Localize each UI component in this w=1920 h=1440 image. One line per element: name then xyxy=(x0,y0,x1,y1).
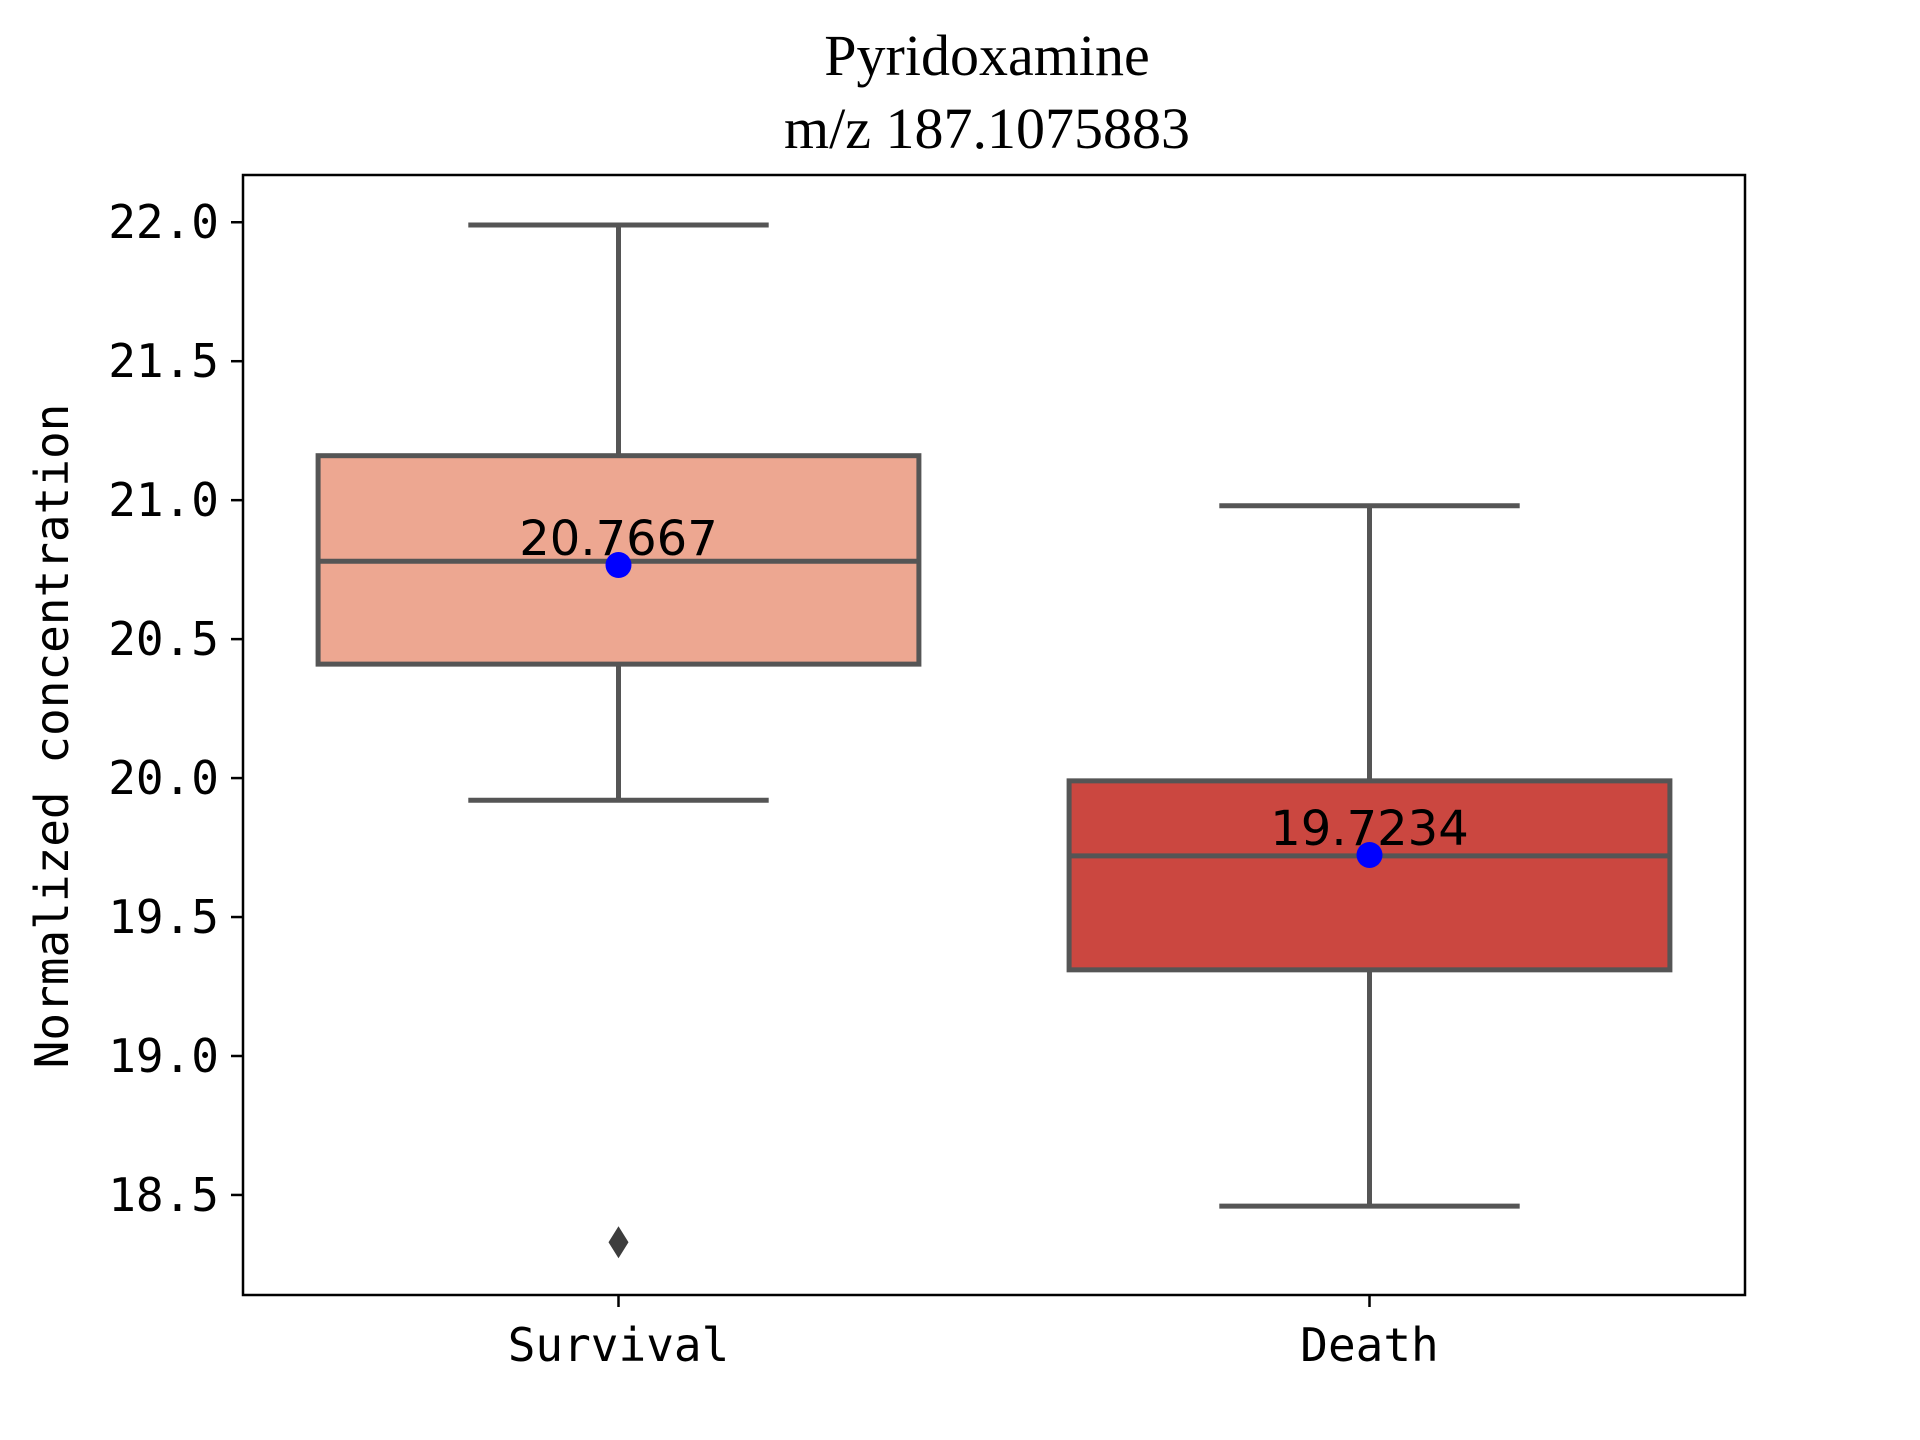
y-tick-label: 21.5 xyxy=(108,334,219,388)
plot-area: 20.7667 19.7234 18.5 19.0 19.5 20.0 20.5 21.0 21… xyxy=(108,173,1747,1372)
x-tick-label: Survival xyxy=(508,1318,730,1372)
mean-label: 20.7667 xyxy=(519,511,718,567)
y-tick-label: 20.5 xyxy=(108,612,219,666)
y-tick-label: 19.0 xyxy=(108,1029,219,1083)
mean-marker xyxy=(605,551,632,578)
y-axis-label: Normalized concentration xyxy=(25,404,79,1069)
outlier-point xyxy=(608,1226,629,1259)
plot-frame xyxy=(241,173,1747,1297)
y-tick-label: 19.5 xyxy=(108,890,219,944)
y-tick-label: 21.0 xyxy=(108,473,219,527)
mean-marker xyxy=(1356,841,1383,868)
y-tick-label: 20.0 xyxy=(108,751,219,805)
box-death xyxy=(1066,778,1673,973)
chart-subtitle: m/z 187.1075883 xyxy=(784,96,1190,161)
y-tick-label: 18.5 xyxy=(108,1168,219,1222)
x-tick-label: Death xyxy=(1300,1318,1438,1372)
y-tick-label: 22.0 xyxy=(108,195,219,249)
chart-title: Pyridoxamine xyxy=(824,23,1149,88)
mean-label: 19.7234 xyxy=(1270,801,1469,857)
